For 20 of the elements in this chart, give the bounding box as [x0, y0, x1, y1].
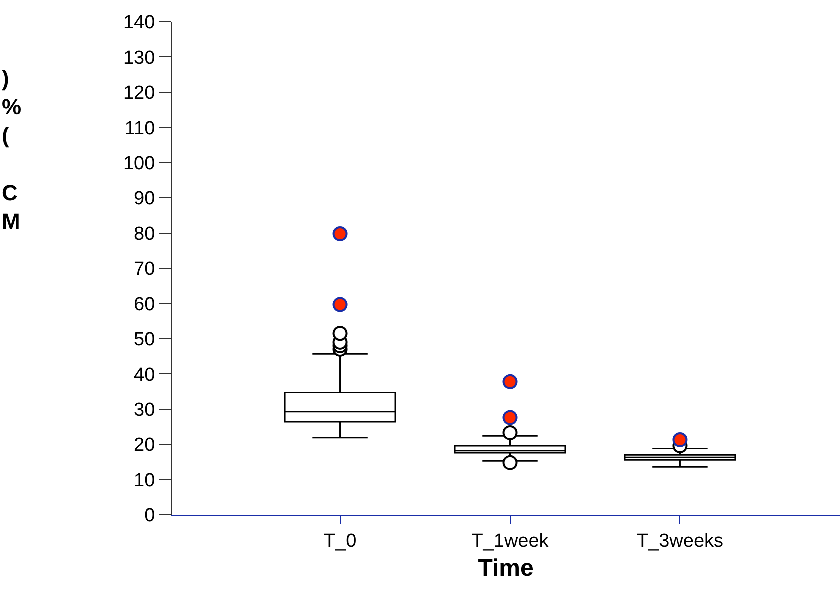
y-tick-label: 20 [134, 435, 156, 456]
x-tick-label: T_1week [472, 530, 550, 552]
y-tick-label: 60 [134, 294, 156, 316]
y-tick-label: 130 [123, 48, 156, 69]
x-tick-label: T_0 [324, 530, 357, 552]
y-tick-label: 120 [123, 83, 156, 104]
y-tick-label: 110 [124, 118, 156, 140]
y-tick-label: 80 [134, 224, 156, 245]
y-tick-label: 50 [134, 330, 156, 351]
y-tick-label: 70 [134, 259, 156, 280]
y-tick-label: 30 [134, 400, 156, 422]
x-tick-label: T_3weeks [636, 530, 724, 552]
y-tick-label: 90 [134, 188, 156, 210]
x-axis-title: Time [478, 555, 534, 582]
y-tick-label: 140 [123, 12, 156, 34]
y-tick-label: 100 [123, 154, 156, 175]
y-tick-label: 40 [134, 364, 156, 386]
y-tick-label: 0 [144, 506, 156, 527]
text: ) % ( C M [2, 66, 22, 234]
y-tick-label: 10 [134, 470, 156, 492]
